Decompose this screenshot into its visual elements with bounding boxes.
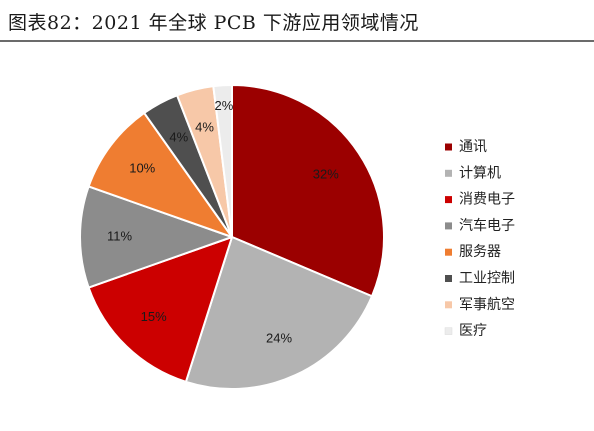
figure-title: 图表82：2021 年全球 PCB 下游应用领域情况 (8, 12, 419, 34)
slice-8-label: 2% (215, 98, 234, 113)
legend-item-5: 服务器 (445, 244, 501, 260)
legend-swatch (445, 222, 452, 230)
title-divider (0, 40, 594, 42)
slice-2-label: 24% (266, 331, 292, 346)
legend-label: 军事航空 (459, 297, 515, 313)
slice-2 (184, 236, 373, 390)
legend-item-6: 工业控制 (445, 271, 515, 287)
slice-5 (87, 111, 233, 238)
legend-label: 计算机 (459, 165, 501, 181)
legend-swatch (445, 301, 452, 309)
slice-4 (79, 185, 233, 289)
legend-item-7: 军事航空 (445, 297, 515, 313)
legend-label: 工业控制 (459, 271, 515, 287)
legend-item-8: 医疗 (444, 323, 487, 339)
legend-label: 汽车电子 (459, 217, 515, 234)
legend-swatch (445, 143, 452, 151)
slice-4-label: 11% (107, 228, 132, 243)
slice-6-label: 4% (169, 129, 188, 144)
slice-7-label: 4% (195, 119, 214, 134)
legend-swatch (445, 169, 452, 177)
legend-swatch (444, 327, 453, 335)
legend-item-4: 汽车电子 (445, 217, 515, 234)
legend-label: 消费电子 (459, 192, 515, 208)
pie-labels: 32%24%15%11%10%4%4%2% (107, 98, 339, 346)
slice-3-label: 15% (141, 309, 167, 324)
legend-item-3: 消费电子 (445, 192, 515, 208)
legend-item-2: 计算机 (445, 165, 501, 181)
legend-label: 通讯 (459, 139, 487, 155)
slice-1-label: 32% (313, 166, 339, 181)
slice-5-label: 10% (129, 161, 155, 176)
legend-swatch (445, 196, 452, 204)
legend-swatch (445, 275, 452, 282)
legend-item-1: 通讯 (445, 139, 487, 155)
legend-label: 医疗 (459, 323, 487, 339)
slice-3 (87, 236, 233, 383)
slice-8 (212, 83, 233, 238)
legend-swatch (445, 248, 452, 256)
pie-slices (79, 83, 386, 390)
slice-1 (231, 84, 386, 298)
legend-label: 服务器 (459, 244, 501, 260)
